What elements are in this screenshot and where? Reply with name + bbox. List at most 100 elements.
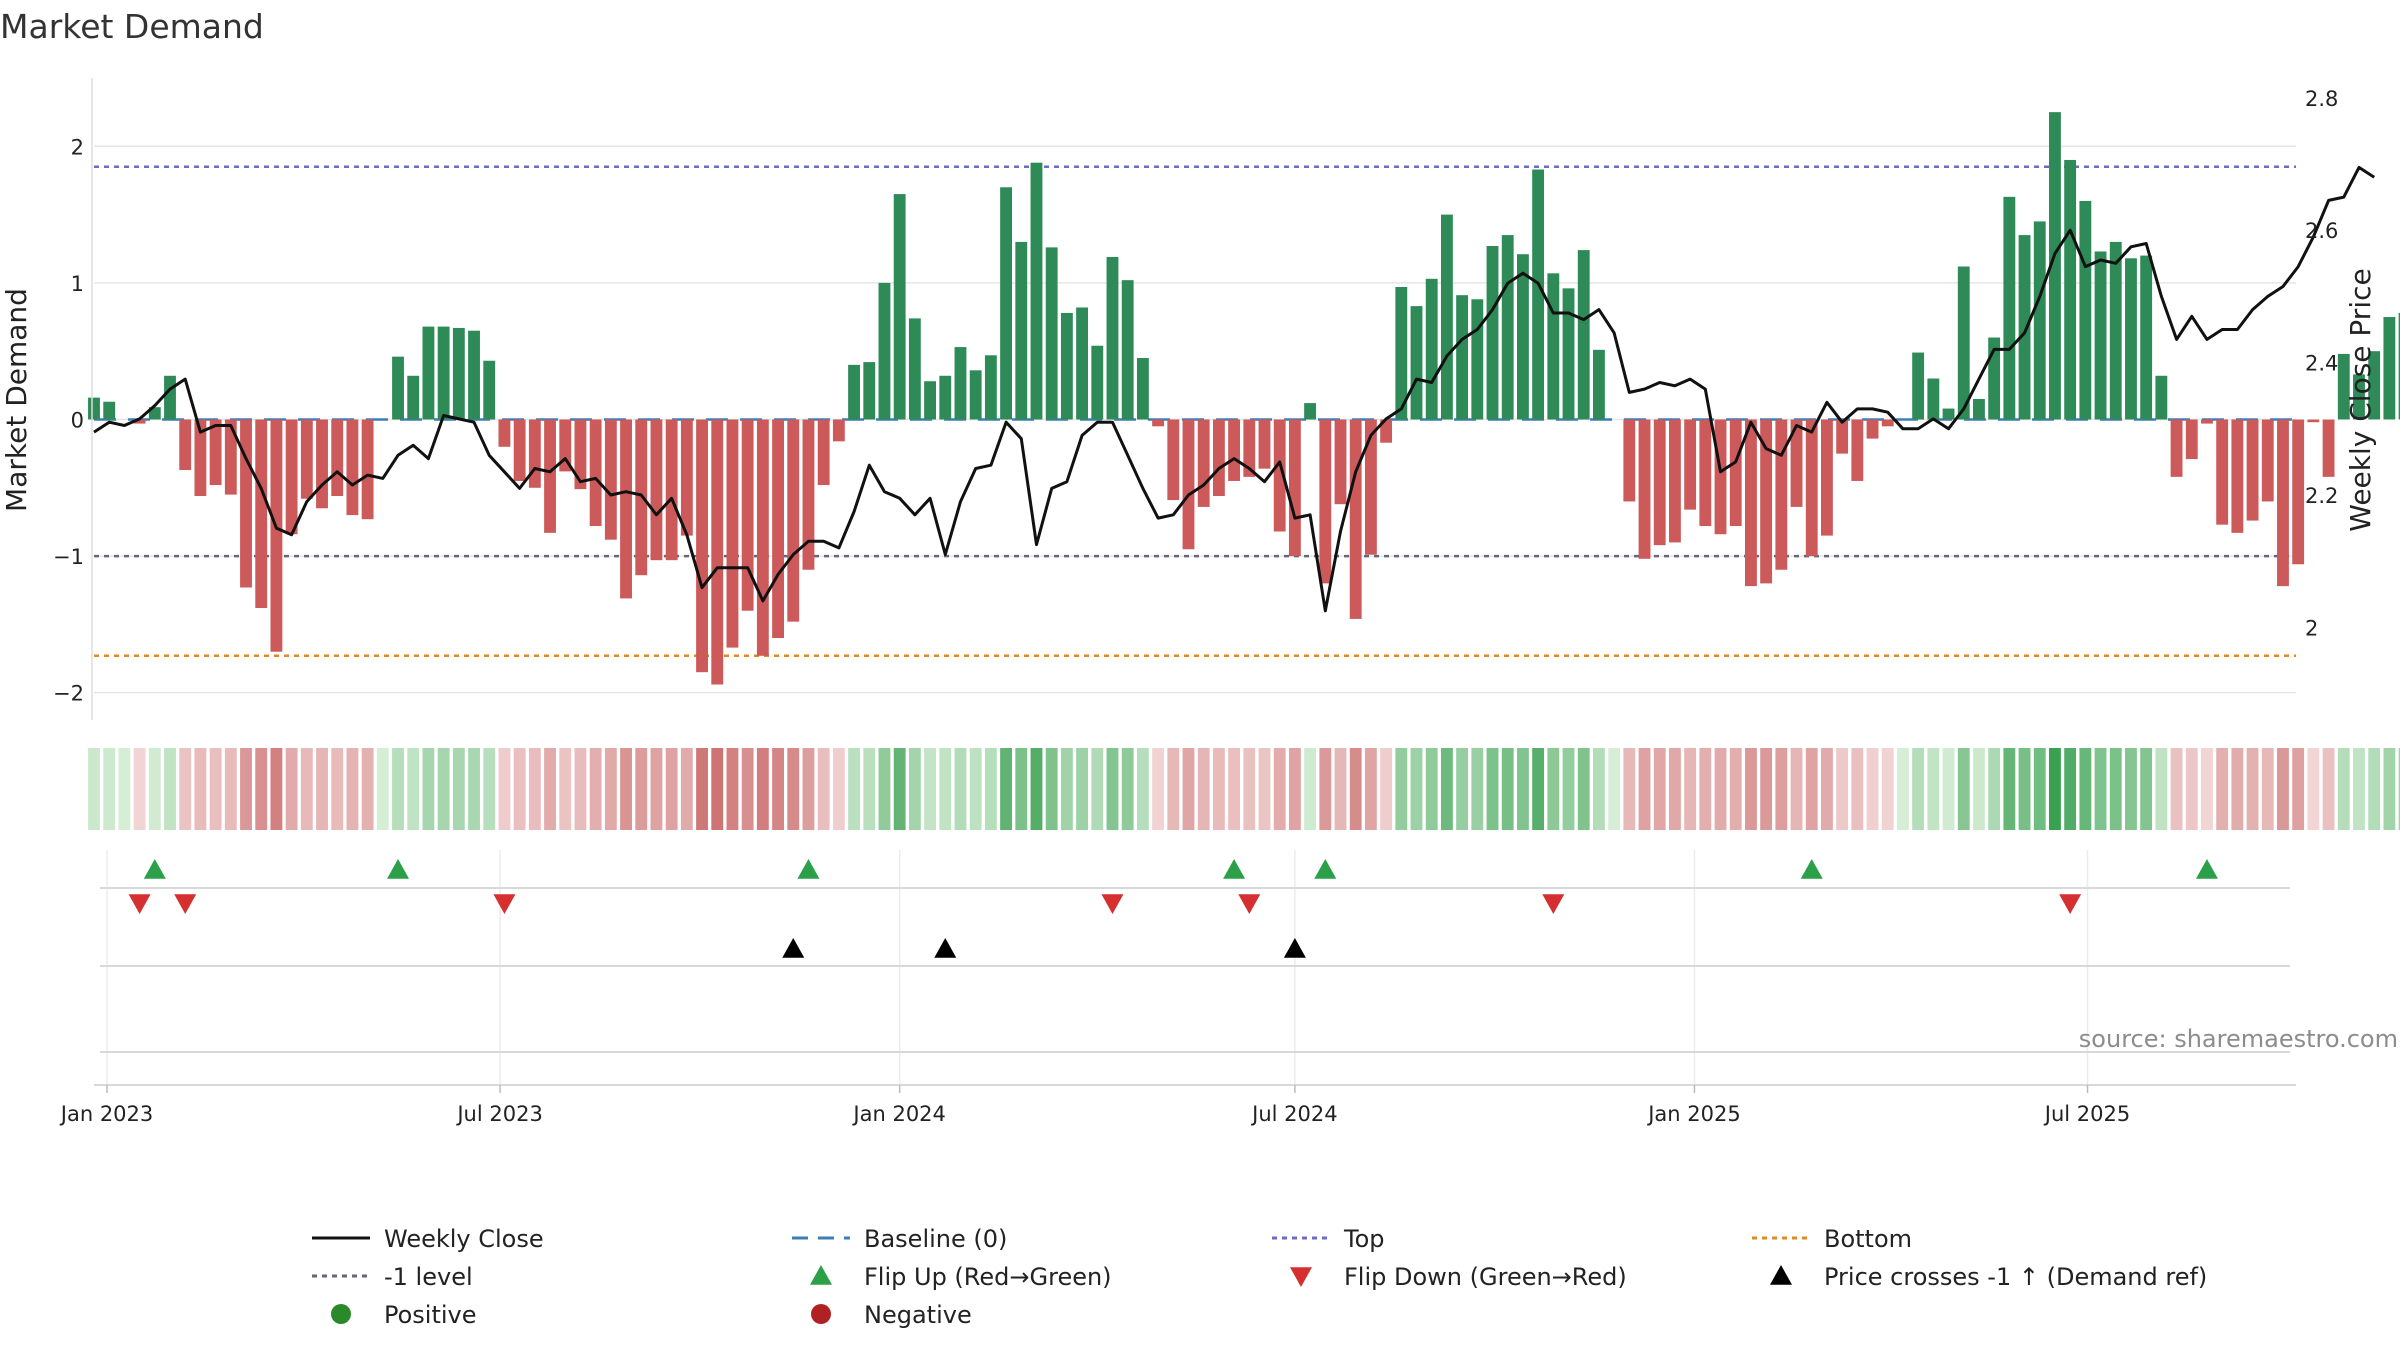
demand-bar [1106,256,1119,420]
demand-bar [1486,246,1499,420]
demand-bar [1197,419,1210,507]
flip-up-marker [387,859,410,879]
demand-strip-cell [209,748,222,830]
demand-bar [498,419,511,447]
legend-label: Bottom [1824,1225,1912,1253]
demand-strip-cell [361,748,374,830]
demand-strip-cell [1212,748,1225,830]
demand-strip-cell [574,748,587,830]
flip-down-marker [174,894,197,914]
demand-strip-cell [1334,748,1347,830]
demand-bar [2322,419,2335,477]
demand-strip-cell [2307,748,2320,830]
legend-item: Negative [811,1301,972,1329]
legend: Weekly Close Baseline (0) Top Bottom -1 leve… [312,1225,2207,1329]
demand-strip-cell [2216,748,2229,830]
demand-strip-cell [1395,748,1408,830]
legend-label: Weekly Close [384,1225,544,1253]
legend-label: Price crosses -1 ↑ (Demand ref) [1824,1263,2207,1291]
demand-strip-cell [893,748,906,830]
demand-strip-cell [2094,748,2107,830]
demand-bar [1060,312,1073,420]
demand-strip-cell [1015,748,1028,830]
demand-strip-cell [1684,748,1697,830]
demand-bar [650,419,663,561]
demand-bar [1577,250,1590,420]
demand-bar [2307,419,2320,423]
price-cross-marker [934,938,957,958]
demand-strip-cell [939,748,952,830]
demand-bar [817,419,830,486]
demand-bar [1440,214,1453,420]
demand-strip-cell [270,748,283,830]
legend-triangle-swatch [1290,1267,1312,1287]
y2-tick-label: 2.8 [2305,87,2338,111]
demand-strip-cell [376,748,389,830]
demand-bar [1836,419,1849,454]
demand-strip-cell [863,748,876,830]
demand-strip-cell [2170,748,2183,830]
demand-bar [604,419,617,540]
demand-bar [88,397,100,420]
demand-strip-cell [969,748,982,830]
demand-strip-cell [984,748,997,830]
demand-bar [893,194,906,420]
x-axis: Jan 2023 Jul 2023 Jan 2024 Jul 2024 Jan 2025… [59,1085,2130,1126]
demand-strip-cell [1942,748,1955,830]
demand-strip-cell [1197,748,1210,830]
demand-bar [2033,221,2046,420]
demand-bar [680,419,693,536]
demand-bar [1790,419,1803,507]
demand-strip-cell [468,748,480,830]
demand-bar [1425,278,1438,420]
demand-bar [984,355,997,420]
demand-bar [848,364,860,420]
demand-strip-cell [1273,748,1286,830]
demand-bar [559,419,572,472]
demand-bar [939,375,952,420]
flip-up-marker [143,859,166,879]
demand-bar [407,375,420,420]
demand-bar [1334,419,1347,505]
demand-strip-cell [1486,748,1499,830]
weekly-close-path [93,165,2376,613]
demand-strip-cell [1440,748,1453,830]
demand-strip-cell [1699,748,1712,830]
demand-strip-cell [2079,748,2092,830]
demand-bar [1471,299,1484,420]
demand-bar [1121,280,1134,420]
demand-strip-cell [848,748,860,830]
demand-bar [1821,419,1833,536]
demand-strip-cell [924,748,936,830]
demand-strip-cell [711,748,724,830]
demand-strip-cell [437,748,450,830]
demand-strip-cell [1638,748,1651,830]
demand-bar [2231,419,2244,533]
demand-bar [1729,419,1742,527]
demand-strip-cell [2368,748,2381,830]
flip-up-marker [1800,859,1823,879]
demand-strip-cell [224,748,237,830]
demand-strip-cell [498,748,511,830]
demand-strip-cell [559,748,572,830]
demand-bar [2292,419,2305,565]
demand-strip-cell [452,748,465,830]
demand-strip-cell [103,748,116,830]
demand-strip-cell [2140,748,2153,830]
demand-strip-cell [1030,748,1043,830]
flip-up-marker [1314,859,1337,879]
demand-strip-cell [772,748,784,830]
demand-bar [589,419,602,527]
y-tick-label: 0 [71,408,84,432]
demand-bar [1319,419,1332,584]
demand-bar [544,419,556,533]
legend-label: Baseline (0) [864,1225,1007,1253]
demand-strip-cell [2398,748,2400,830]
demand-bar [2094,251,2107,420]
demand-bar [954,347,967,420]
demand-bars [88,112,2400,685]
y-tick-label: −1 [53,545,84,569]
demand-strip-cell [1836,748,1849,830]
demand-strip-cell [483,748,496,830]
demand-strip-cell [2292,748,2305,830]
